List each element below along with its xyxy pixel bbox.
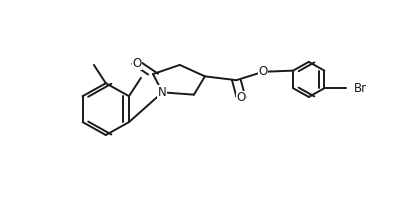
Text: O: O: [132, 57, 142, 70]
Text: N: N: [158, 86, 166, 99]
Text: Br: Br: [354, 82, 367, 95]
Text: O: O: [258, 65, 267, 78]
Text: O: O: [236, 91, 245, 104]
